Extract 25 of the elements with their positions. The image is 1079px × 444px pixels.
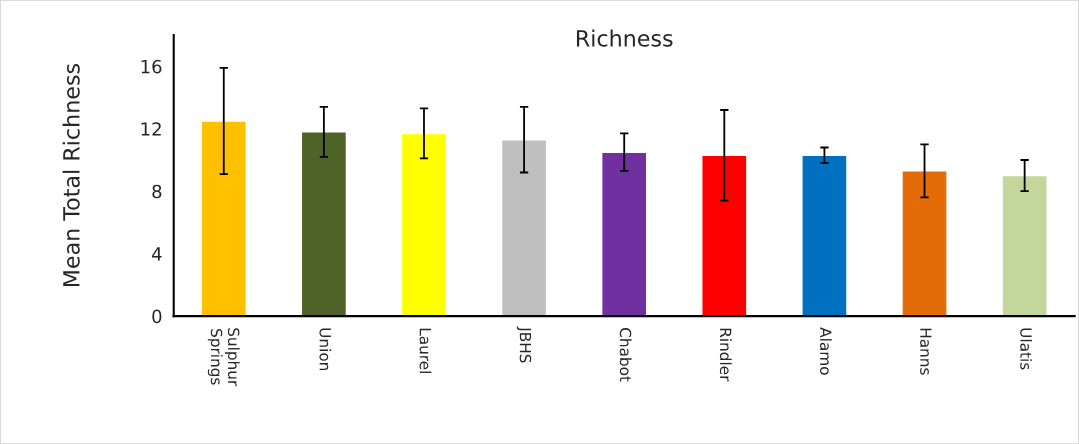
y-tick-label: 16 [141,59,162,74]
x-tick-label: Rindler [719,328,732,382]
bar [300,131,348,317]
bar [200,120,247,317]
bar [801,154,848,317]
x-tick-label: Hanns [920,328,932,375]
bar [500,138,548,317]
x-tick-label: Ulatis [1020,328,1033,370]
y-tick-label: 8 [152,184,162,199]
bar [901,170,948,317]
x-tick-label: JBHS [516,326,532,363]
x-tick-label: Sulphur Springs [207,328,240,387]
y-tick-label: 4 [152,247,162,261]
y-tick-label: 0 [152,309,162,324]
chart-title: Richness [576,29,673,47]
x-tick-label: Union [319,328,332,371]
bar [600,151,648,317]
x-tick-label: Alamo [819,327,832,375]
bar [1001,174,1048,317]
y-tick-label: 12 [141,122,161,136]
x-tick-label: Chabot [619,328,632,382]
bar [701,154,748,317]
x-tick-label: Laurel [419,328,432,373]
y-axis-title: Mean Total Richness [62,63,80,287]
bar [400,132,448,317]
